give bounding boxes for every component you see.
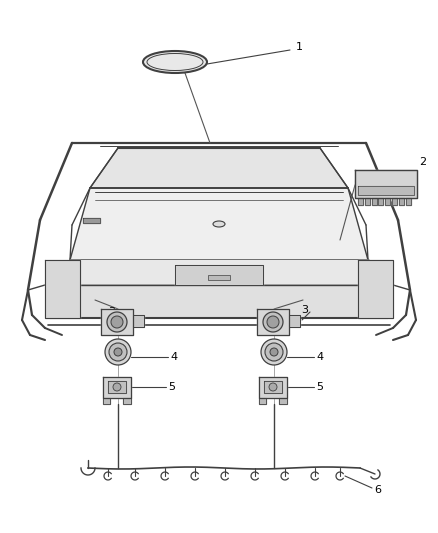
Ellipse shape: [213, 221, 225, 227]
Polygon shape: [259, 398, 266, 404]
Polygon shape: [371, 198, 377, 205]
Polygon shape: [83, 218, 100, 223]
Polygon shape: [103, 377, 131, 398]
Polygon shape: [50, 285, 388, 318]
Text: 3: 3: [301, 305, 308, 315]
Text: 4: 4: [316, 352, 323, 362]
Polygon shape: [70, 188, 368, 260]
Circle shape: [113, 383, 121, 391]
Polygon shape: [358, 186, 414, 195]
Polygon shape: [175, 265, 263, 285]
Polygon shape: [70, 260, 368, 285]
Polygon shape: [358, 260, 393, 318]
Polygon shape: [399, 198, 404, 205]
Circle shape: [263, 312, 283, 332]
Polygon shape: [406, 198, 410, 205]
Circle shape: [111, 316, 123, 328]
Text: 4: 4: [170, 352, 177, 362]
Circle shape: [109, 343, 127, 361]
Polygon shape: [289, 315, 300, 327]
Circle shape: [261, 339, 287, 365]
Polygon shape: [264, 381, 282, 393]
Polygon shape: [392, 198, 397, 205]
Circle shape: [267, 316, 279, 328]
Polygon shape: [90, 148, 348, 188]
Text: 3: 3: [108, 307, 115, 317]
Bar: [208, 275, 230, 280]
Polygon shape: [365, 198, 370, 205]
Ellipse shape: [143, 51, 207, 73]
Polygon shape: [133, 315, 144, 327]
Circle shape: [107, 312, 127, 332]
Polygon shape: [108, 381, 126, 393]
Text: 6: 6: [374, 485, 381, 495]
Circle shape: [269, 383, 277, 391]
Polygon shape: [101, 309, 133, 335]
Circle shape: [114, 348, 122, 356]
Text: 5: 5: [168, 382, 175, 392]
Polygon shape: [358, 198, 363, 205]
Polygon shape: [355, 170, 417, 198]
Polygon shape: [123, 398, 131, 404]
Text: 2: 2: [419, 157, 426, 167]
Text: 1: 1: [296, 42, 303, 52]
Text: 5: 5: [316, 382, 323, 392]
Polygon shape: [259, 377, 287, 398]
Circle shape: [270, 348, 278, 356]
Polygon shape: [257, 309, 289, 335]
Polygon shape: [378, 198, 383, 205]
Circle shape: [105, 339, 131, 365]
Polygon shape: [45, 260, 80, 318]
Polygon shape: [279, 398, 287, 404]
Polygon shape: [385, 198, 390, 205]
Polygon shape: [103, 398, 110, 404]
Circle shape: [265, 343, 283, 361]
